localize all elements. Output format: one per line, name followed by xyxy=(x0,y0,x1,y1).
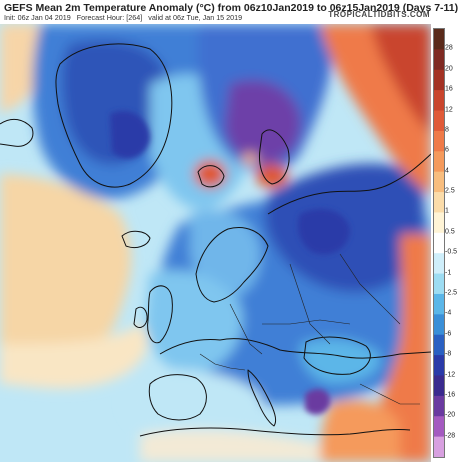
color-scale: 28 20 16 12 8 6 4 2.5 1 0.5 -0.5 -1 -2.5 -4 -6 -8 -12 -16… xyxy=(431,24,474,462)
site-brand: TROPICALTIDBITS.COM xyxy=(328,10,430,19)
black-sea-cool-field xyxy=(300,338,381,384)
north-africa-mild-field xyxy=(140,429,320,462)
color-scale-segment xyxy=(434,212,444,234)
color-scale-tick-label: -28 xyxy=(445,432,456,440)
color-scale-segment xyxy=(434,110,444,132)
color-scale-tick-label: -8 xyxy=(445,350,452,358)
atlantic-mild-field xyxy=(0,324,148,389)
color-scale-segment xyxy=(434,49,444,71)
color-scale-segment xyxy=(434,232,444,254)
atlantic-warm-field xyxy=(0,174,132,354)
color-scale-tick-label: -1 xyxy=(445,269,452,277)
color-scale-segment xyxy=(434,293,444,315)
color-scale-segment xyxy=(434,273,444,295)
color-scale-tick-label: -4 xyxy=(445,309,452,317)
color-scale-segment xyxy=(434,355,444,376)
borders xyxy=(199,253,420,405)
color-scale-tick-label: 2.5 xyxy=(445,187,455,195)
greenland-east-purple xyxy=(110,110,150,159)
north-africa-coastline xyxy=(139,427,411,437)
map-title: GEFS Mean 2m Temperature Anomaly (°C) fr… xyxy=(4,2,459,14)
greenland-coastline xyxy=(55,43,173,188)
color-scale-segment xyxy=(434,90,444,112)
map-canvas xyxy=(0,24,431,462)
svalbard-warm-spot xyxy=(194,160,226,188)
europe-coastline xyxy=(159,338,431,359)
forecast-hour: Forecast Hour: [264] xyxy=(76,13,143,22)
color-scale-tick-label: 8 xyxy=(445,126,449,134)
color-scale-segment xyxy=(434,171,444,193)
border-line-2 xyxy=(262,319,351,325)
map-subtitle: Init: 06z Jan 04 2019 Forecast Hour: [26… xyxy=(4,13,242,22)
color-scale-tick-label: 1 xyxy=(445,207,449,215)
border-line-6 xyxy=(359,383,420,405)
novaya-zemlya-coastline xyxy=(259,129,290,185)
scandinavia-cool-field xyxy=(190,210,261,299)
anomaly-details xyxy=(110,110,350,415)
color-scale-segment xyxy=(434,253,444,275)
color-scale-tick-label: 28 xyxy=(445,44,453,52)
russia-arctic-coastline xyxy=(267,153,431,215)
novaya-warm-spot xyxy=(256,164,288,188)
color-scale-segment xyxy=(434,416,444,438)
color-scale-labels: 28 20 16 12 8 6 4 2.5 1 0.5 -0.5 -1 -2.5 -4 -6 -8 -12 -16… xyxy=(445,28,473,456)
valid-time: valid at 06z Tue, Jan 15 2019 xyxy=(148,13,243,22)
iceland-coastline xyxy=(121,230,151,249)
color-scale-tick-label: 20 xyxy=(445,65,453,73)
color-scale-segment xyxy=(434,69,444,91)
color-scale-tick-label: 16 xyxy=(445,85,453,93)
init-time: Init: 06z Jan 04 2019 xyxy=(4,13,71,22)
color-scale-tick-label: -0.5 xyxy=(445,248,458,256)
color-scale-segment xyxy=(434,375,444,397)
ural-purple-field xyxy=(298,209,350,255)
border-line-1 xyxy=(229,303,263,355)
canada-arctic-coastline xyxy=(0,118,34,147)
color-scale-segment xyxy=(434,395,444,417)
barents-purple-field xyxy=(225,80,301,164)
ireland-coastline xyxy=(133,306,148,328)
iberia-coastline xyxy=(148,374,207,421)
aegean-purple-spot xyxy=(305,389,331,415)
color-scale-tick-label: 4 xyxy=(445,167,449,175)
italy-coastline xyxy=(247,369,277,427)
color-scale-segment xyxy=(434,436,444,457)
temperature-anomaly-map xyxy=(0,24,431,462)
color-scale-segment xyxy=(434,151,444,173)
color-scale-tick-label: -16 xyxy=(445,391,456,399)
svalbard-coastline xyxy=(197,165,225,188)
color-scale-segment xyxy=(434,130,444,152)
border-line-5 xyxy=(199,353,246,371)
iberia-cool-field xyxy=(125,369,262,449)
coastlines xyxy=(0,43,431,437)
color-scale-tick-label: -2.5 xyxy=(445,289,458,297)
color-scale-segment xyxy=(434,334,444,356)
color-scale-tick-label: 12 xyxy=(445,106,453,113)
color-scale-tick-label: -6 xyxy=(445,330,452,338)
black-sea-coastline xyxy=(303,336,371,375)
color-scale-tick-label: 6 xyxy=(445,146,449,154)
border-line-4 xyxy=(339,253,401,325)
uk-coastline xyxy=(147,285,173,344)
kara-warm-spot xyxy=(242,153,258,165)
map-header: GEFS Mean 2m Temperature Anomaly (°C) fr… xyxy=(0,0,474,24)
siberia-hot-field xyxy=(370,24,431,134)
color-scale-tick-label: -12 xyxy=(445,371,456,378)
scandinavia-coastline xyxy=(195,227,269,303)
color-scale-segment xyxy=(434,192,444,213)
east-med-warm-field xyxy=(320,400,400,462)
middle-east-warm-field xyxy=(360,234,431,462)
color-scale-segment xyxy=(434,29,444,50)
color-scale-bar xyxy=(433,28,445,458)
color-scale-segment xyxy=(434,314,444,336)
color-scale-tick-label: -20 xyxy=(445,411,456,419)
color-scale-tick-label: 0.5 xyxy=(445,228,455,236)
border-line-3 xyxy=(289,263,331,345)
